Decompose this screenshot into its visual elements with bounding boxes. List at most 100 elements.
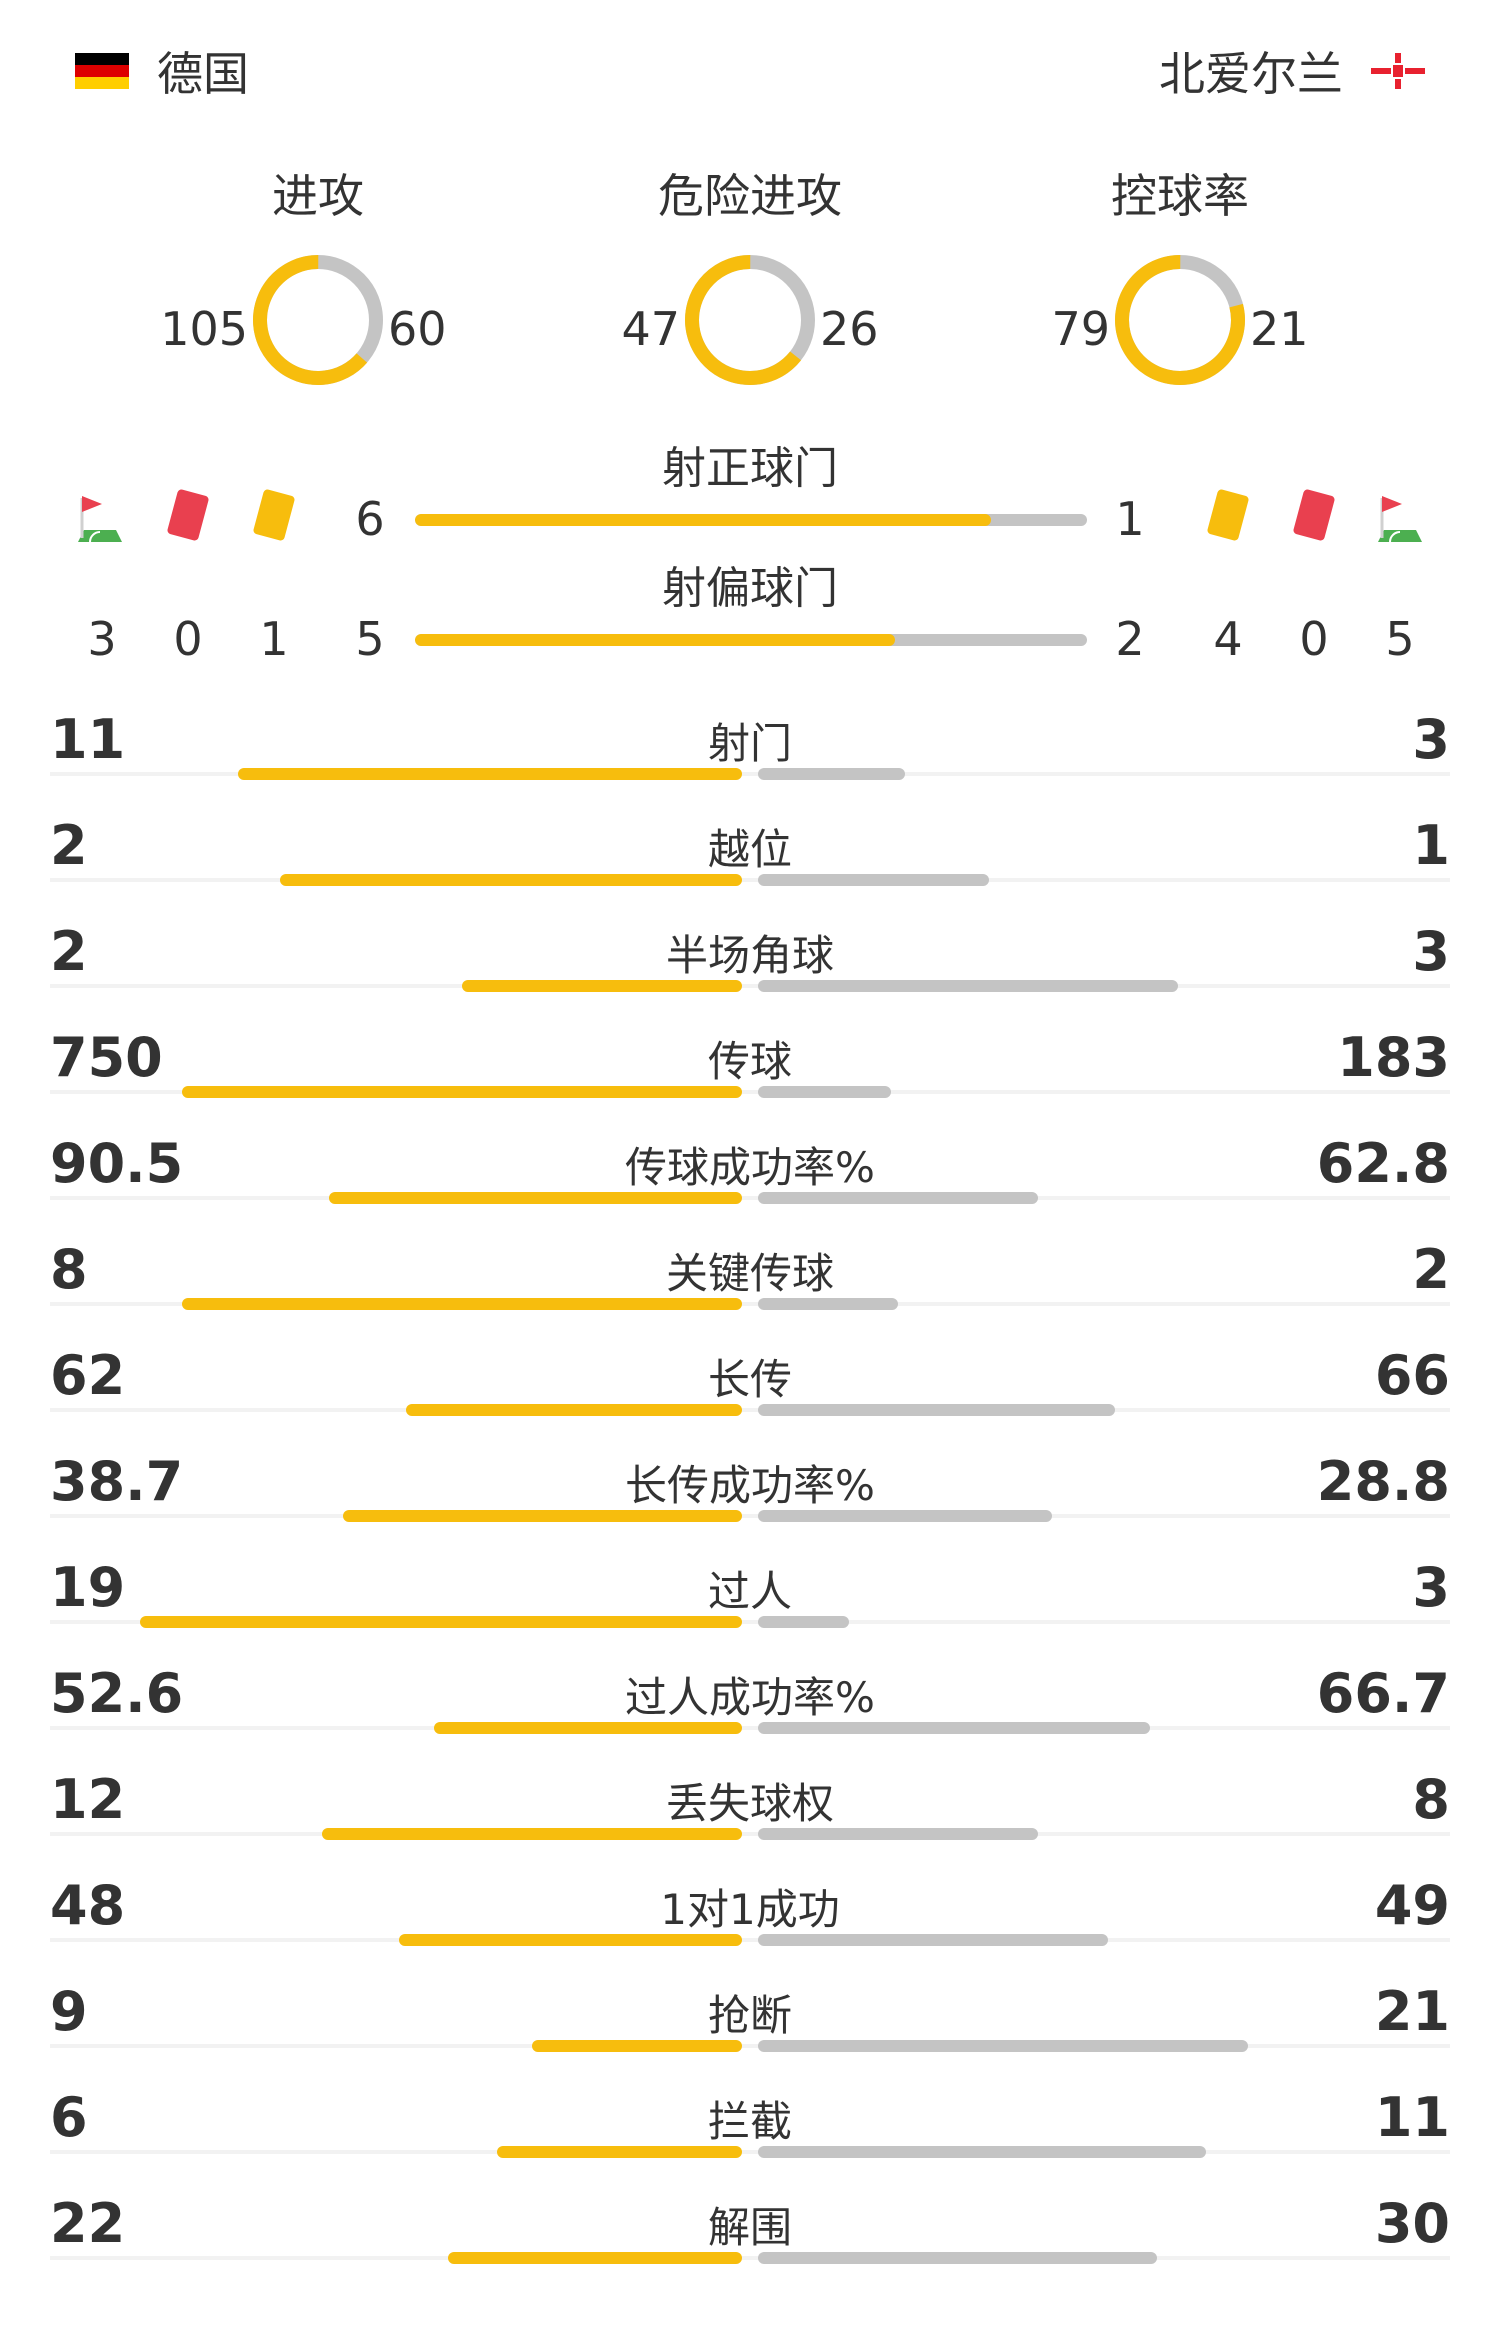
stat-row: 12 丢失球权 8	[50, 1760, 1450, 1860]
stat-home-value: 2	[50, 814, 88, 877]
stat-label: 传球	[707, 1037, 792, 1086]
shots-off-target-fill	[415, 634, 895, 646]
shots-on-target-home: 6	[355, 492, 385, 546]
stat-row: 19 过人 3	[50, 1548, 1450, 1648]
stat-away-value: 1	[1412, 814, 1450, 877]
stat-away-bar	[758, 980, 1178, 992]
stat-track	[50, 1938, 1450, 1942]
shots-off-target-bar	[415, 634, 1087, 646]
stat-away-bar	[758, 2146, 1206, 2158]
stat-row: 8 关键传球 2	[50, 1230, 1450, 1330]
stat-home-bar	[462, 980, 742, 992]
red-card-icon	[167, 489, 209, 541]
donut-ring	[685, 255, 815, 385]
stat-home-bar	[343, 1510, 742, 1522]
stat-row: 48 1对1成功 49	[50, 1866, 1450, 1966]
donut-attacks: 进攻 105 60	[88, 168, 548, 402]
stat-away-bar	[758, 1722, 1150, 1734]
stat-label: 关键传球	[665, 1249, 834, 1298]
stat-row: 6 拦截 11	[50, 2078, 1450, 2178]
donut-away-value: 21	[1250, 302, 1309, 356]
stat-track	[50, 1832, 1450, 1836]
donut-possession: 控球率 79 21	[950, 168, 1410, 402]
stat-home-value: 6	[50, 2086, 88, 2149]
stat-away-bar	[758, 2252, 1157, 2264]
stat-away-value: 183	[1337, 1026, 1450, 1089]
stat-label: 长传	[707, 1355, 792, 1404]
yellow-card-icon	[1207, 489, 1249, 541]
stat-row: 62 长传 66	[50, 1336, 1450, 1436]
away-corners-count: 5	[1385, 612, 1415, 666]
stat-label: 传球成功率%	[625, 1143, 875, 1192]
stat-home-value: 2	[50, 920, 88, 983]
stat-away-value: 28.8	[1316, 1450, 1450, 1513]
stat-home-bar	[497, 2146, 742, 2158]
stat-away-value: 2	[1412, 1238, 1450, 1301]
stat-label: 长传成功率%	[625, 1461, 875, 1510]
shots-off-target-away: 2	[1115, 612, 1145, 666]
stat-home-bar	[322, 1828, 742, 1840]
donut-home-arc	[1115, 255, 1245, 385]
stat-away-value: 62.8	[1316, 1132, 1450, 1195]
stat-home-bar	[280, 874, 742, 886]
donut-ring	[253, 255, 383, 385]
shots-on-target-title: 射正球门	[662, 443, 838, 494]
donut-dangerous-attacks: 危险进攻 47 26	[520, 168, 980, 402]
away-yellow-cards-count: 4	[1213, 612, 1243, 666]
stat-home-bar	[238, 768, 742, 780]
stat-label: 抢断	[707, 1991, 792, 2040]
stat-home-bar	[434, 1722, 742, 1734]
stat-track	[50, 1514, 1450, 1518]
stat-track	[50, 772, 1450, 776]
stat-home-value: 52.6	[50, 1662, 184, 1725]
stat-away-bar	[758, 1086, 891, 1098]
stat-home-value: 19	[50, 1556, 126, 1619]
shots-on-target-away: 1	[1115, 492, 1145, 546]
donut-away-value: 26	[820, 302, 879, 356]
shots-on-target-fill	[415, 514, 991, 526]
stat-away-bar	[758, 1828, 1038, 1840]
northern-ireland-flag-icon	[1371, 53, 1425, 89]
stat-away-bar	[758, 1298, 898, 1310]
shots-on-target-bar	[415, 514, 1087, 526]
stat-away-value: 11	[1374, 2086, 1450, 2149]
donut-home-arc	[253, 255, 383, 385]
stat-track	[50, 2256, 1450, 2260]
stat-label: 越位	[707, 825, 792, 874]
stat-label: 过人成功率%	[625, 1673, 875, 1722]
donut-title: 进攻	[272, 169, 364, 223]
home-corners-count: 3	[87, 612, 117, 666]
away-red-cards-count: 0	[1299, 612, 1329, 666]
stat-label: 解围	[707, 2203, 792, 2252]
donut-away-value: 60	[388, 302, 447, 356]
stat-row: 11 射门 3	[50, 700, 1450, 800]
stat-label: 半场角球	[665, 931, 834, 980]
stat-away-value: 66	[1374, 1344, 1450, 1407]
stat-home-bar	[329, 1192, 742, 1204]
stat-away-value: 21	[1374, 1980, 1450, 2043]
stat-away-bar	[758, 768, 905, 780]
stat-away-bar	[758, 1510, 1052, 1522]
stat-home-value: 8	[50, 1238, 88, 1301]
donut-home-arc	[685, 255, 815, 385]
stat-row: 38.7 长传成功率% 28.8	[50, 1442, 1450, 1542]
shots-off-target-title: 射偏球门	[662, 563, 838, 614]
stat-home-bar	[182, 1298, 742, 1310]
stat-away-bar	[758, 1192, 1038, 1204]
stat-track	[50, 1090, 1450, 1094]
stat-row: 750 传球 183	[50, 1018, 1450, 1118]
stat-home-value: 90.5	[50, 1132, 184, 1195]
stat-label: 1对1成功	[660, 1885, 840, 1934]
donut-ring	[1115, 255, 1245, 385]
home-team: 德国	[75, 38, 249, 104]
stat-row: 9 抢断 21	[50, 1972, 1450, 2072]
stat-away-bar	[758, 2040, 1248, 2052]
shots-off-target-home: 5	[355, 612, 385, 666]
stat-away-value: 49	[1374, 1874, 1450, 1937]
stat-home-bar	[182, 1086, 742, 1098]
stat-track	[50, 1196, 1450, 1200]
stat-away-value: 3	[1412, 920, 1450, 983]
stat-row: 2 越位 1	[50, 806, 1450, 906]
stat-row: 2 半场角球 3	[50, 912, 1450, 1012]
stat-away-value: 3	[1412, 1556, 1450, 1619]
